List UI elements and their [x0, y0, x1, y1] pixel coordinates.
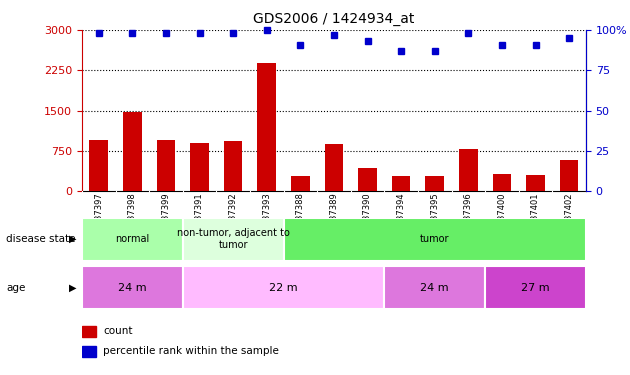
Bar — [258, 63, 276, 191]
Text: GSM37393: GSM37393 — [262, 193, 271, 238]
Text: GSM37394: GSM37394 — [397, 193, 406, 238]
Text: age: age — [6, 283, 26, 293]
Bar — [485, 266, 586, 309]
Text: GSM37396: GSM37396 — [464, 193, 472, 238]
Text: GSM37402: GSM37402 — [564, 193, 573, 238]
Bar — [82, 346, 96, 357]
Bar — [324, 144, 343, 191]
Bar — [157, 140, 175, 191]
Text: GSM37401: GSM37401 — [531, 193, 540, 238]
Text: GSM37390: GSM37390 — [363, 193, 372, 238]
Bar — [284, 217, 586, 261]
Title: GDS2006 / 1424934_at: GDS2006 / 1424934_at — [253, 12, 415, 26]
Text: non-tumor, adjacent to
tumor: non-tumor, adjacent to tumor — [176, 228, 290, 250]
Text: ▶: ▶ — [69, 283, 76, 293]
Text: ▶: ▶ — [69, 234, 76, 244]
Bar — [183, 266, 384, 309]
Bar — [89, 140, 108, 191]
Text: GSM37399: GSM37399 — [161, 193, 170, 238]
Text: GSM37400: GSM37400 — [498, 193, 507, 238]
Bar — [82, 266, 183, 309]
Bar — [392, 176, 410, 191]
Text: GSM37389: GSM37389 — [329, 193, 338, 238]
Bar — [190, 143, 209, 191]
Text: 24 m: 24 m — [118, 283, 147, 293]
Bar — [526, 175, 545, 191]
Text: 22 m: 22 m — [269, 283, 298, 293]
Text: count: count — [103, 326, 132, 336]
Bar — [291, 176, 309, 191]
Bar — [82, 217, 183, 261]
Text: GSM37392: GSM37392 — [229, 193, 238, 238]
Bar — [560, 159, 578, 191]
Text: tumor: tumor — [420, 234, 449, 244]
Text: GSM37398: GSM37398 — [128, 193, 137, 238]
Text: GSM37395: GSM37395 — [430, 193, 439, 238]
Bar — [123, 112, 142, 191]
Bar — [425, 176, 444, 191]
Text: GSM37397: GSM37397 — [94, 193, 103, 238]
Text: 24 m: 24 m — [420, 283, 449, 293]
Text: normal: normal — [115, 234, 149, 244]
Bar — [493, 174, 511, 191]
Bar — [459, 149, 478, 191]
Bar — [358, 168, 377, 191]
Bar — [384, 266, 485, 309]
Bar — [224, 141, 243, 191]
Bar — [82, 326, 96, 337]
Text: GSM37391: GSM37391 — [195, 193, 204, 238]
Text: GSM37388: GSM37388 — [296, 193, 305, 238]
Text: 27 m: 27 m — [521, 283, 550, 293]
Text: percentile rank within the sample: percentile rank within the sample — [103, 346, 279, 356]
Text: disease state: disease state — [6, 234, 76, 244]
Bar — [183, 217, 284, 261]
